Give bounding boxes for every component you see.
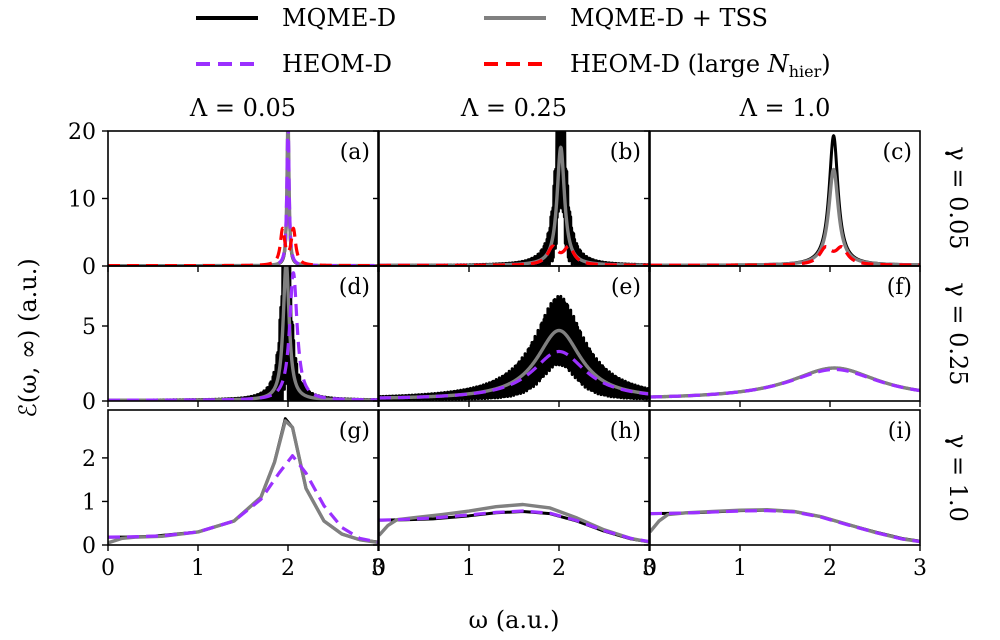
y-tick-label: 1: [82, 490, 96, 515]
legend: MQME-D MQME-D + TSS HEOM-D HEOM-D (large…: [196, 4, 831, 81]
legend-label-heom: HEOM-D: [282, 50, 392, 78]
panel-h: 0 1 2 3 (h): [372, 409, 656, 581]
legend-label-heom-large: HEOM-D (large Nhier): [570, 50, 831, 81]
series-group: [650, 366, 920, 399]
x-tick-label: 1: [191, 556, 205, 581]
x-tick-label: 2: [552, 556, 566, 581]
x-tick-label: 2: [281, 556, 295, 581]
panel-frame: [649, 130, 921, 267]
y-tick-label: 10: [68, 188, 96, 213]
series-line-mqme: [108, 131, 378, 266]
x-tick-label: 3: [642, 556, 656, 581]
legend-label-heom-large-n: N: [767, 50, 790, 78]
series-line-mqme: [108, 266, 378, 401]
panel-label: (d): [339, 275, 370, 300]
panel-frame: [107, 409, 379, 546]
series-line-heom: [650, 509, 920, 544]
panel-a: 0 10 20 (a): [68, 120, 379, 280]
column-title-2: Λ = 1.0: [739, 94, 831, 122]
series-line-mqme: [108, 417, 378, 544]
legend-label-tss: MQME-D + TSS: [570, 4, 768, 32]
panel-frame: [378, 265, 650, 402]
row-title-0: γ = 0.05: [944, 146, 972, 249]
y-tick-label: 2: [82, 447, 96, 472]
panel-label: (c): [883, 140, 913, 165]
legend-label-heom-large-close: ): [821, 50, 830, 78]
series-group: [650, 134, 920, 266]
panel-frame: [107, 265, 379, 402]
series-line-mqme: [650, 508, 920, 543]
panel-label: (e): [611, 275, 641, 300]
series-line-mqme: [379, 294, 649, 401]
series-line-tss: [379, 145, 649, 266]
series-line-tss: [108, 266, 378, 401]
x-tick-label: 2: [823, 556, 837, 581]
series-line-tss: [108, 419, 378, 545]
panel-label: (b): [610, 140, 641, 165]
series-line-mqme: [650, 134, 920, 266]
legend-label-heom-large-sub: hier: [789, 62, 822, 81]
series-line-heom: [108, 131, 378, 266]
series-line-tss: [650, 167, 920, 266]
panel-label: (f): [887, 275, 912, 300]
x-tick-label: 1: [462, 556, 476, 581]
x-axis-title: ω (a.u.): [469, 606, 560, 634]
series-group: [650, 508, 920, 544]
column-title-0: Λ = 0.05: [189, 94, 296, 122]
legend-label-mqme: MQME-D: [282, 4, 396, 32]
panel-c: (c): [644, 130, 921, 272]
series-line-tss: [650, 508, 920, 544]
panel-label: (h): [610, 419, 641, 444]
y-tick-label: 0: [82, 534, 96, 559]
x-tick-label: 0: [372, 556, 386, 581]
x-tick-label: 3: [371, 556, 385, 581]
series-line-heom: [379, 349, 649, 400]
panel-label: (a): [340, 140, 370, 165]
legend-label-heom-large-main: HEOM-D (large: [570, 50, 768, 78]
panel-frame: [107, 130, 379, 267]
series-line-tss: [108, 131, 378, 266]
y-tick-label: 20: [68, 120, 96, 145]
y-tick-label: 0: [82, 390, 96, 415]
series-group: [379, 294, 649, 401]
series-group: [108, 266, 378, 401]
panel-i: 0 1 2 3 (i): [643, 409, 927, 581]
series-group: [379, 502, 649, 544]
panel-e: (e): [373, 265, 650, 407]
y-axis-title: ℰ(ω, ∞) (a.u.): [14, 258, 42, 417]
series-line-heom: [108, 454, 378, 544]
panel-label: (i): [888, 419, 912, 444]
series-group: [108, 131, 378, 266]
panel-d: 0 5 (d): [82, 265, 379, 415]
x-tick-label: 3: [913, 556, 927, 581]
series-group: [108, 417, 378, 545]
panel-frame: [649, 265, 921, 402]
panel-label: (g): [339, 419, 370, 444]
row-title-2: γ = 1.0: [944, 434, 972, 522]
x-tick-label: 0: [643, 556, 657, 581]
panel-f: (f): [644, 265, 921, 407]
series-line-tss: [379, 502, 649, 544]
series-line-heom: [650, 367, 920, 399]
panel-frame: [378, 130, 650, 267]
series-line-heom_large: [108, 226, 378, 266]
y-tick-label: 0: [82, 255, 96, 280]
x-tick-label: 1: [733, 556, 747, 581]
panel-frame: [649, 409, 921, 546]
y-tick-label: 5: [82, 315, 96, 340]
series-line-heom: [379, 509, 649, 544]
column-title-1: Λ = 0.25: [460, 94, 567, 122]
row-title-1: γ = 0.25: [944, 282, 972, 385]
panel-frame: [378, 409, 650, 546]
series-line-heom: [108, 271, 378, 401]
x-tick-label: 0: [101, 556, 115, 581]
